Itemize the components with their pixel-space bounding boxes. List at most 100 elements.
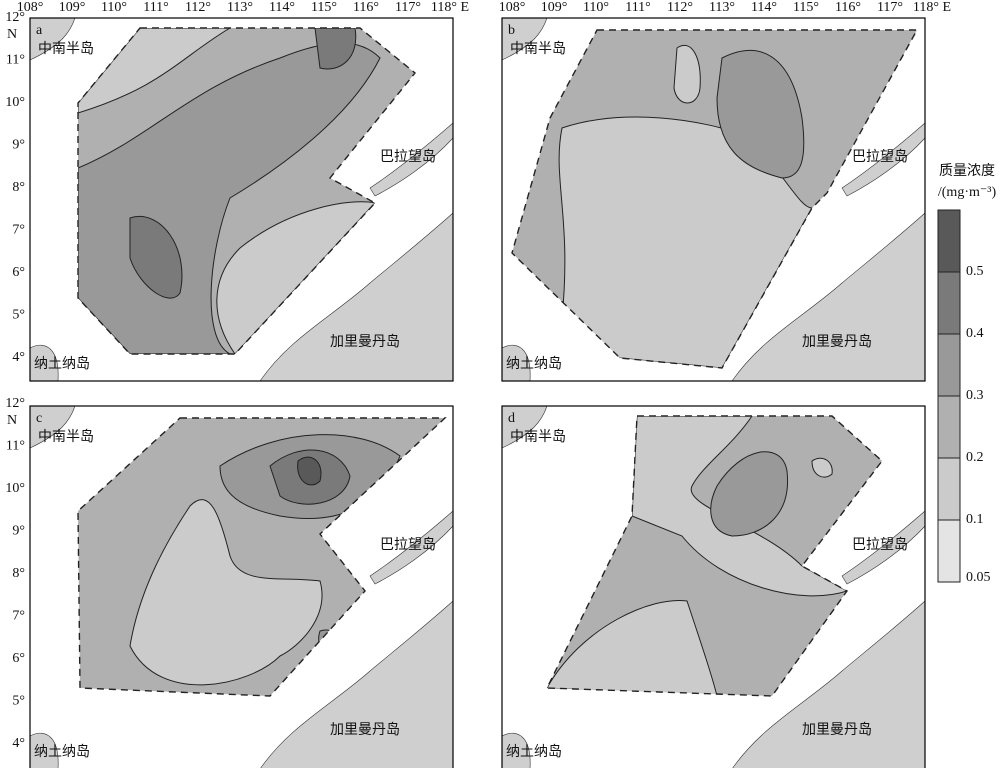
place-name: 巴拉望岛 <box>852 537 908 553</box>
longitude-label: 108° <box>499 0 526 15</box>
latitude-label: 12° <box>5 396 25 411</box>
panel-frame <box>501 17 926 382</box>
land <box>501 17 548 61</box>
land <box>501 405 548 449</box>
longitude-label: 117° <box>877 0 903 15</box>
latitude-unit: N <box>7 413 17 428</box>
contour-region <box>216 201 376 354</box>
survey-boundary <box>77 27 416 355</box>
contour-region <box>558 116 813 368</box>
panel-label: c <box>36 411 42 426</box>
longitude-label: 108° <box>17 0 44 15</box>
place-name: 纳土纳岛 <box>506 744 562 760</box>
longitude-label: 117° <box>395 0 421 15</box>
place-name: 纳土纳岛 <box>506 356 562 372</box>
latitude-label: 9° <box>12 138 25 153</box>
legend-tick-label: 0.1 <box>966 512 984 527</box>
contours <box>129 434 401 686</box>
contour-region <box>811 457 833 478</box>
latitude-label: 6° <box>12 265 25 280</box>
legend-swatch <box>937 271 961 335</box>
contour-region <box>673 45 701 104</box>
survey-boundary <box>77 417 447 697</box>
contour-region <box>297 456 322 486</box>
longitude-label: 115° <box>793 0 819 15</box>
legend-unit: /(mg·m⁻³) <box>938 185 997 200</box>
panel-label: a <box>36 23 43 38</box>
latitude-label: 6° <box>12 651 25 666</box>
place-name: 中南半岛 <box>38 429 94 445</box>
place-name: 巴拉望岛 <box>380 537 436 553</box>
latitude-label: 5° <box>12 694 25 709</box>
longitude-label: 114° <box>751 0 777 15</box>
land <box>259 212 454 382</box>
place-name: 中南半岛 <box>510 429 566 445</box>
legend-tick-label: 0.2 <box>966 450 984 465</box>
longitude-label: 109° <box>541 0 568 15</box>
longitude-label: 113° <box>709 0 735 15</box>
longitude-label: 115° <box>311 0 337 15</box>
contour-region <box>129 216 183 299</box>
latitude-label: 11° <box>6 439 25 454</box>
longitude-label: 110° <box>583 0 609 15</box>
contour-region <box>547 599 718 696</box>
latitude-label: 11° <box>6 53 25 68</box>
legend-tick-label: 0.5 <box>966 264 984 279</box>
land <box>29 405 76 449</box>
place-name: 纳土纳岛 <box>34 744 90 760</box>
legend-swatch <box>937 519 961 583</box>
contour-region <box>78 28 232 114</box>
longitude-label: 111° <box>143 0 169 15</box>
contour-region <box>710 451 789 537</box>
contours <box>78 28 381 354</box>
place-name: 加里曼丹岛 <box>330 334 400 350</box>
legend-tick-label: 0.3 <box>966 388 984 403</box>
land <box>731 600 926 770</box>
panel-label: b <box>508 23 515 38</box>
longitude-label: 114° <box>269 0 295 15</box>
longitude-label: 109° <box>59 0 86 15</box>
latitude-label: 5° <box>12 308 25 323</box>
contours <box>558 45 813 368</box>
place-name: 巴拉望岛 <box>380 149 436 165</box>
panel-frame <box>29 17 454 382</box>
contours <box>547 416 849 696</box>
legend-title: 质量浓度 <box>939 163 995 179</box>
latitude-label: 8° <box>12 566 25 581</box>
panel-label: d <box>508 411 515 426</box>
latitude-label: 7° <box>12 609 25 624</box>
place-name: 加里曼丹岛 <box>802 722 872 738</box>
longitude-label: 112° <box>667 0 693 15</box>
latitude-label: 10° <box>5 481 25 496</box>
longitude-label: 111° <box>625 0 651 15</box>
contour-region <box>314 28 357 70</box>
contour-region <box>716 50 805 179</box>
latitude-label: 12° <box>5 10 25 25</box>
place-name: 中南半岛 <box>38 41 94 57</box>
longitude-label: 110° <box>101 0 127 15</box>
legend-swatch <box>937 457 961 521</box>
latitude-label: 4° <box>12 350 25 365</box>
latitude-label: 8° <box>12 180 25 195</box>
survey-boundary <box>511 29 919 369</box>
latitude-label: 9° <box>12 524 25 539</box>
latitude-label: 4° <box>12 736 25 751</box>
longitude-label: 118° E <box>913 0 951 15</box>
longitude-label: 118° E <box>431 0 469 15</box>
longitude-label: 113° <box>227 0 253 15</box>
longitude-label: 116° <box>353 0 379 15</box>
place-name: 中南半岛 <box>510 41 566 57</box>
longitude-label: 116° <box>835 0 861 15</box>
land <box>29 17 76 61</box>
land <box>259 600 454 770</box>
place-name: 加里曼丹岛 <box>330 722 400 738</box>
survey-boundary <box>545 415 883 697</box>
legend-tick-label: 0.05 <box>966 570 991 585</box>
latitude-label: 7° <box>12 223 25 238</box>
legend-swatch <box>937 333 961 397</box>
